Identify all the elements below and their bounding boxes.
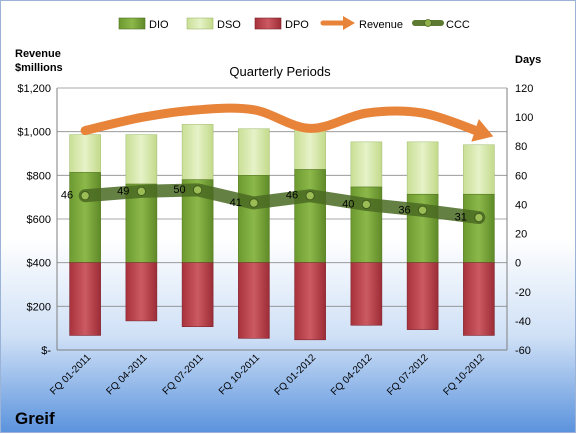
legend-label-ccc: CCC <box>446 19 470 31</box>
revenue-arrowhead <box>471 119 494 142</box>
ccc-point <box>417 205 428 215</box>
bar-dso <box>350 141 383 188</box>
right-tick-label: -20 <box>515 287 531 299</box>
ccc-point <box>361 199 372 210</box>
legend-swatch-dpo <box>254 17 282 30</box>
right-tick-label: -40 <box>515 316 531 328</box>
right-tick-label: 60 <box>515 170 527 182</box>
x-tick-label: FQ 10-2012 <box>441 352 487 398</box>
company-name: Greif <box>15 409 55 428</box>
ccc-data-label: 49 <box>117 185 129 197</box>
right-axis-title: Days <box>515 54 541 66</box>
ccc-point <box>249 198 259 208</box>
left-tick-label: $800 <box>27 170 51 182</box>
ccc-data-label: 46 <box>286 190 298 202</box>
bar-dpo <box>181 262 214 328</box>
left-axis-title-line2: $millions <box>15 62 63 74</box>
ccc-data-label: 40 <box>342 198 354 210</box>
left-axis-ticks: $- $200 $400 $600 $800 $1,000 $1,200 <box>17 83 51 357</box>
ccc-data-label: 36 <box>398 204 410 216</box>
bar-dio <box>294 169 326 263</box>
legend-label-dpo: DPO <box>285 19 309 31</box>
ccc-data-label: 46 <box>61 190 73 202</box>
bar-dpo <box>463 262 495 336</box>
ccc-line <box>78 183 486 225</box>
bar-dpo <box>294 262 326 341</box>
x-tick-label: FQ 04-2011 <box>105 352 150 397</box>
legend-swatch-revenue <box>320 16 355 30</box>
bar-dpo <box>350 262 383 326</box>
legend-label-dso: DSO <box>217 19 241 31</box>
revenue-line <box>80 103 484 137</box>
x-tick-label: FQ 10-2011 <box>217 352 262 397</box>
right-tick-label: 100 <box>515 112 533 124</box>
left-tick-label: $- <box>41 345 51 357</box>
bar-dso <box>238 128 270 176</box>
lines: 46 49 50 41 46 40 36 31 <box>61 103 494 225</box>
legend-swatch-dso <box>186 17 214 30</box>
left-tick-label: $1,200 <box>17 83 51 95</box>
x-tick-label: FQ 01-2012 <box>273 352 319 398</box>
bar-dso <box>181 124 214 180</box>
x-axis-labels: FQ 01-2011 FQ 04-2011 FQ 07-2011 FQ 10-2011… <box>48 352 487 398</box>
right-tick-label: 80 <box>515 141 527 153</box>
bar-dpo <box>406 262 439 330</box>
bar-dpo <box>69 262 101 336</box>
ccc-point <box>474 212 484 223</box>
left-tick-label: $1,000 <box>17 127 51 139</box>
bar-dio <box>69 172 101 263</box>
bars <box>69 124 495 341</box>
legend: DIO DSO DPO Revenue CCC <box>118 16 470 31</box>
bar-dso <box>406 141 439 195</box>
bar-dso <box>125 134 158 185</box>
bar-dso <box>294 128 326 170</box>
ccc-data-label: 50 <box>173 184 185 196</box>
x-tick-label: FQ 01-2011 <box>48 352 93 397</box>
bar-dso <box>463 144 495 195</box>
ccc-point <box>80 191 90 201</box>
bar-dpo <box>125 262 158 322</box>
ccc-data-label: 31 <box>455 212 467 224</box>
left-tick-label: $600 <box>27 214 51 226</box>
x-tick-label: FQ 07-2011 <box>161 352 206 397</box>
ccc-point <box>136 186 147 197</box>
bar-dio <box>463 193 495 263</box>
legend-label-revenue: Revenue <box>359 19 403 31</box>
ccc-data-label: 41 <box>230 197 242 209</box>
legend-swatch-ccc <box>412 19 444 27</box>
legend-label-dio: DIO <box>149 19 169 31</box>
left-tick-label: $200 <box>27 301 51 313</box>
right-tick-label: 0 <box>515 258 521 270</box>
ccc-point <box>305 191 315 201</box>
right-tick-label: 20 <box>515 229 527 241</box>
left-tick-label: $400 <box>27 258 51 270</box>
ccc-point <box>192 185 203 195</box>
bar-dio <box>238 175 270 263</box>
right-tick-label: 40 <box>515 199 527 211</box>
legend-swatch-dio <box>118 17 146 30</box>
x-tick-label: FQ 07-2012 <box>385 352 431 398</box>
right-tick-label: 120 <box>515 83 533 95</box>
left-axis-title-line1: Revenue <box>15 48 61 60</box>
x-tick-label: FQ 04-2012 <box>329 352 375 398</box>
right-axis-ticks: -60 -40 -20 0 20 40 60 80 100 120 <box>515 83 533 357</box>
bar-dpo <box>238 262 270 339</box>
chart-title: Quarterly Periods <box>229 64 331 79</box>
right-tick-label: -60 <box>515 345 531 357</box>
bar-dso <box>69 134 101 173</box>
